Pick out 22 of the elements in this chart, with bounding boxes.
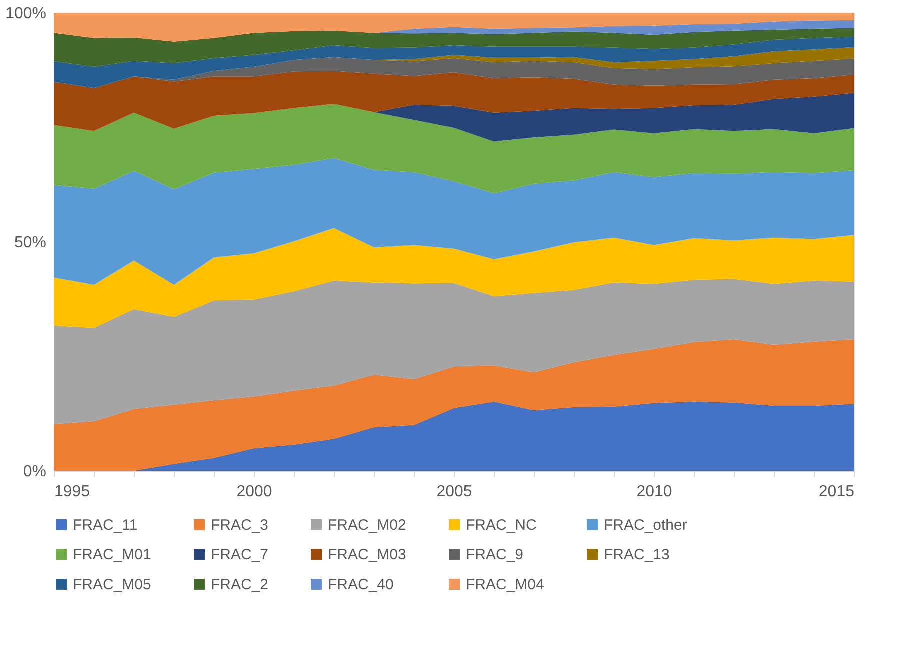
legend-label: FRAC_13 bbox=[604, 546, 670, 564]
legend-label: FRAC_NC bbox=[466, 516, 538, 534]
legend-label: FRAC_11 bbox=[73, 516, 138, 534]
legend-label: FRAC_M05 bbox=[73, 576, 152, 594]
x-tick-label: 2000 bbox=[236, 484, 272, 500]
x-tick-label: 2005 bbox=[436, 484, 472, 500]
y-tick-label: 50% bbox=[14, 234, 46, 252]
x-tick-label: 2010 bbox=[636, 484, 672, 500]
legend-label: FRAC_2 bbox=[211, 576, 269, 594]
legend-label: FRAC_M02 bbox=[328, 516, 406, 534]
x-tick-label: 1995 bbox=[54, 484, 90, 500]
x-tick-label: 2015 bbox=[818, 484, 855, 500]
legend-label: FRAC_9 bbox=[466, 546, 524, 564]
legend-label: FRAC_40 bbox=[328, 576, 394, 594]
legend-label: FRAC_M03 bbox=[328, 546, 406, 564]
legend-label: FRAC_M04 bbox=[466, 576, 544, 594]
legend-label: FRAC_M01 bbox=[73, 546, 152, 564]
legend-label: FRAC_7 bbox=[211, 546, 269, 564]
legend-label: FRAC_other bbox=[604, 516, 688, 534]
y-tick-label: 100% bbox=[6, 6, 46, 22]
y-tick-label: 0% bbox=[23, 464, 46, 480]
legend-label: FRAC_3 bbox=[211, 516, 269, 534]
